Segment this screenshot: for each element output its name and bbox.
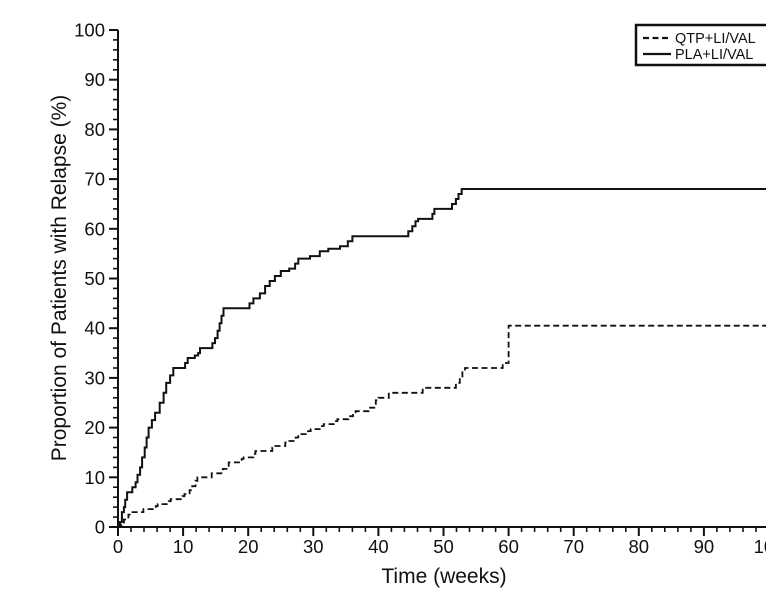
series-group	[118, 188, 766, 528]
x-tick-label: 60	[498, 536, 519, 557]
x-tick-label: 10	[173, 536, 194, 557]
series-pla-li-val	[118, 188, 766, 528]
y-tick-label: 50	[84, 268, 105, 289]
y-tick-label: 100	[74, 20, 105, 41]
x-tick-label: 30	[303, 536, 324, 557]
x-tick-label: 20	[238, 536, 259, 557]
x-tick-label: 70	[563, 536, 584, 557]
y-tick-label: 20	[84, 417, 105, 438]
y-tick-label: 40	[84, 318, 105, 339]
y-tick-label: 30	[84, 367, 105, 388]
x-tick-label: 90	[694, 536, 715, 557]
y-tick-label: 80	[84, 119, 105, 140]
legend-border	[634, 23, 766, 67]
relapse-survival-chart: 0 10 20 30 40 50 60 70 80 90 100 0 10 20 30 40 50 60 70 80…	[40, 16, 766, 592]
x-ticks: 0 10 20 30 40 50 60 70 80 90 100	[113, 527, 766, 557]
x-tick-label: 0	[113, 536, 123, 557]
x-tick-label: 100	[754, 536, 766, 557]
y-tick-label: 0	[95, 517, 105, 538]
y-tick-label: 10	[84, 467, 105, 488]
legend-label-pla: PLA+LI/VAL	[675, 47, 753, 63]
y-tick-label: 70	[84, 169, 105, 190]
y-tick-label: 90	[84, 69, 105, 90]
legend-label-qtp: QTP+LI/VAL	[675, 31, 756, 47]
x-axis-title: Time (weeks)	[381, 565, 506, 588]
x-tick-label: 40	[368, 536, 389, 557]
y-axis-title: Proportion of Patients with Relapse (%)	[48, 95, 71, 462]
x-tick-label: 80	[629, 536, 650, 557]
series-qtp-li-val	[118, 324, 766, 528]
y-tick-label: 60	[84, 218, 105, 239]
x-tick-label: 50	[433, 536, 454, 557]
y-ticks: 0 10 20 30 40 50 60 70 80 90 100	[74, 20, 118, 538]
chart-canvas: 0 10 20 30 40 50 60 70 80 90 100 0 10 20 30 40 50 60 70 80…	[48, 20, 766, 588]
legend-box: QTP+LI/VAL PLA+LI/VAL	[634, 23, 766, 67]
